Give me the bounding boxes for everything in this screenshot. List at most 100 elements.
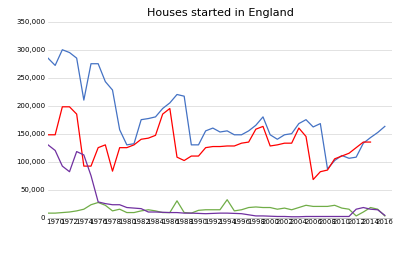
- Local authorities: [275, 215, 280, 218]
- Local authorities: [110, 203, 115, 206]
- Housing associations: [318, 205, 323, 208]
- Private enterprise: [103, 143, 108, 147]
- Local authorities: [168, 211, 172, 214]
- Private enterprise: [282, 141, 287, 145]
- Private enterprise: [368, 140, 373, 144]
- Private enterprise: [239, 141, 244, 145]
- All Dwellings: [268, 133, 272, 137]
- Housing associations: [368, 206, 373, 209]
- Private enterprise: [254, 128, 258, 131]
- Housing associations: [74, 209, 79, 212]
- Housing associations: [60, 211, 65, 214]
- Local authorities: [382, 214, 387, 217]
- Housing associations: [304, 204, 308, 207]
- All Dwellings: [53, 64, 58, 67]
- Local authorities: [232, 212, 237, 215]
- Housing associations: [110, 209, 115, 212]
- Housing associations: [168, 211, 172, 214]
- Private enterprise: [89, 165, 94, 168]
- Local authorities: [89, 174, 94, 177]
- Housing associations: [375, 208, 380, 211]
- Housing associations: [354, 214, 358, 218]
- Private enterprise: [146, 137, 151, 140]
- All Dwellings: [103, 80, 108, 83]
- Housing associations: [311, 205, 316, 208]
- All Dwellings: [368, 136, 373, 139]
- All Dwellings: [168, 101, 172, 104]
- Local authorities: [60, 165, 65, 168]
- Housing associations: [53, 212, 58, 215]
- All Dwellings: [246, 129, 251, 132]
- All Dwellings: [347, 157, 352, 160]
- Housing associations: [347, 208, 352, 211]
- Local authorities: [282, 215, 287, 218]
- Housing associations: [182, 211, 186, 214]
- Private enterprise: [160, 112, 165, 116]
- Private enterprise: [96, 146, 100, 149]
- All Dwellings: [139, 118, 144, 121]
- All Dwellings: [232, 133, 237, 137]
- Local authorities: [354, 208, 358, 211]
- All Dwellings: [261, 115, 266, 119]
- Housing associations: [132, 211, 136, 214]
- Private enterprise: [153, 134, 158, 137]
- Local authorities: [53, 149, 58, 152]
- All Dwellings: [182, 95, 186, 98]
- All Dwellings: [210, 126, 215, 130]
- Housing associations: [146, 208, 151, 211]
- Private enterprise: [347, 152, 352, 155]
- Local authorities: [103, 202, 108, 205]
- All Dwellings: [332, 159, 337, 162]
- All Dwellings: [311, 125, 316, 129]
- All Dwellings: [239, 133, 244, 137]
- Private enterprise: [203, 146, 208, 149]
- All Dwellings: [225, 129, 230, 132]
- Housing associations: [382, 214, 387, 218]
- Private enterprise: [82, 165, 86, 168]
- Private enterprise: [182, 159, 186, 162]
- Housing associations: [232, 209, 237, 212]
- Local authorities: [153, 210, 158, 214]
- All Dwellings: [96, 62, 100, 65]
- Local authorities: [318, 215, 323, 218]
- All Dwellings: [325, 167, 330, 171]
- Housing associations: [282, 206, 287, 210]
- Local authorities: [375, 208, 380, 211]
- Private enterprise: [168, 107, 172, 110]
- Private enterprise: [268, 144, 272, 148]
- Private enterprise: [60, 105, 65, 109]
- Housing associations: [296, 206, 301, 209]
- Private enterprise: [225, 144, 230, 148]
- Private enterprise: [139, 138, 144, 141]
- Local authorities: [225, 212, 230, 215]
- Housing associations: [325, 205, 330, 208]
- Local authorities: [139, 207, 144, 210]
- All Dwellings: [46, 57, 50, 60]
- Private enterprise: [53, 133, 58, 137]
- Line: Housing associations: Housing associations: [48, 200, 385, 216]
- All Dwellings: [304, 118, 308, 121]
- Housing associations: [175, 199, 180, 202]
- Private enterprise: [232, 144, 237, 148]
- Private enterprise: [218, 145, 222, 148]
- Housing associations: [246, 206, 251, 209]
- All Dwellings: [117, 128, 122, 131]
- Local authorities: [210, 212, 215, 215]
- Private enterprise: [361, 140, 366, 144]
- Local authorities: [289, 215, 294, 218]
- Local authorities: [325, 215, 330, 218]
- Private enterprise: [67, 105, 72, 109]
- Housing associations: [67, 210, 72, 214]
- Housing associations: [103, 204, 108, 207]
- Local authorities: [347, 215, 352, 218]
- Local authorities: [254, 214, 258, 218]
- Local authorities: [261, 214, 266, 218]
- Private enterprise: [332, 157, 337, 160]
- Housing associations: [289, 208, 294, 211]
- Local authorities: [246, 213, 251, 217]
- Housing associations: [275, 208, 280, 211]
- All Dwellings: [340, 154, 344, 157]
- All Dwellings: [146, 117, 151, 120]
- All Dwellings: [74, 57, 79, 60]
- Housing associations: [239, 208, 244, 211]
